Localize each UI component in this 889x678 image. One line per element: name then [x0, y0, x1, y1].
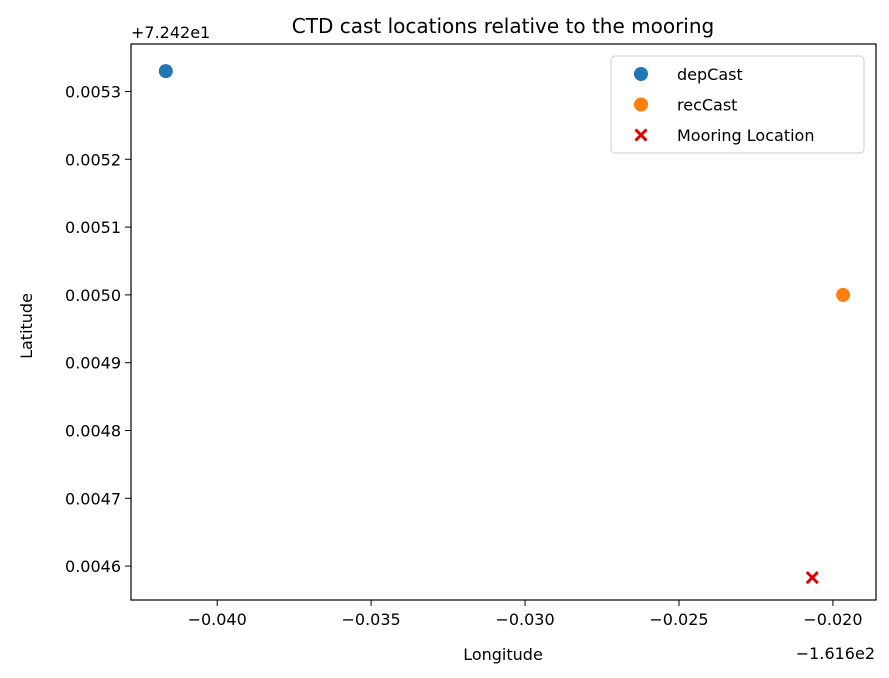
- plot-frame: [130, 43, 877, 601]
- legend-box: [610, 55, 865, 154]
- y-tick-label: 0.0051: [65, 218, 121, 237]
- legend-marker-reccast: [634, 97, 648, 112]
- y-axis-label: Latitude: [17, 293, 36, 359]
- legend: depCast recCast Mooring Location: [610, 55, 865, 154]
- x-tick-label: −0.025: [649, 610, 708, 629]
- data-points: [158, 64, 851, 585]
- legend-label-reccast: recCast: [677, 96, 737, 115]
- chart-title: CTD cast locations relative to the moori…: [292, 14, 714, 38]
- y-tick-label: 0.0050: [65, 286, 121, 305]
- point-mooring-location: [805, 571, 819, 585]
- legend-label-depcast: depCast: [677, 65, 743, 84]
- point-reccast: [836, 287, 851, 302]
- legend-label-mooring-location: Mooring Location: [677, 126, 814, 145]
- point-depcast: [158, 64, 173, 79]
- x-tick-label: −0.040: [188, 610, 247, 629]
- legend-marker-depcast: [634, 67, 648, 81]
- legend-marker-mooring-location: [634, 128, 648, 142]
- y-tick-label: 0.0048: [65, 421, 121, 440]
- y-tick-label: 0.0047: [65, 489, 121, 508]
- y-tick-label: 0.0052: [65, 150, 121, 169]
- x-tick-label: −0.030: [495, 610, 554, 629]
- x-axis-label: Longitude: [463, 645, 543, 664]
- y-tick-label: 0.0049: [65, 354, 121, 373]
- y-tick-label: 0.0046: [65, 557, 121, 576]
- axis-ticks: −0.040 −0.035 −0.030 −0.025 −0.020 0.0046 0.00…: [65, 82, 862, 629]
- x-tick-label: −0.035: [342, 610, 401, 629]
- x-offset-label: −1.616e2: [796, 644, 875, 663]
- y-tick-label: 0.0053: [65, 82, 121, 101]
- x-tick-label: −0.020: [803, 610, 862, 629]
- y-offset-label: +7.242e1: [131, 23, 210, 42]
